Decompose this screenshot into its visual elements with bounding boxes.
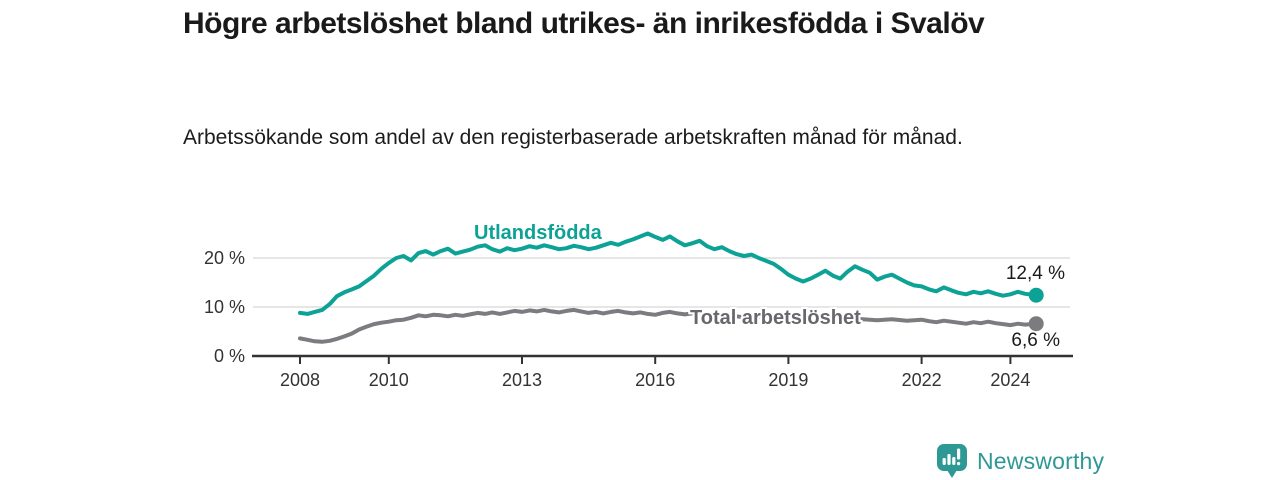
y-axis-tick-label: 0 %	[213, 346, 245, 366]
x-axis-tick-label: 2013	[501, 370, 543, 390]
chart-title: Högre arbetslöshet bland utrikes- än inr…	[183, 7, 985, 40]
end-value-label-total-arbetsloshet: 6,6 %	[1011, 330, 1060, 351]
x-axis-tick-label: 2019	[768, 370, 809, 390]
y-axis-tick-label: 10 %	[203, 297, 245, 317]
series-label-total-arbetsloshet: Total arbetslöshet	[690, 307, 861, 329]
y-axis-labels: 0 % 10 % 20 %	[185, 0, 245, 480]
x-axis-tick-label: 2024	[990, 370, 1031, 390]
newsworthy-logo-text: Newsworthy	[977, 447, 1105, 474]
newsworthy-logo: Newsworthy	[936, 443, 1104, 479]
x-axis-tick-label: 2008	[279, 370, 321, 390]
newsworthy-bar-chart-bubble-icon	[937, 444, 967, 478]
series-label-utlandsfodda: Utlandsfödda	[474, 222, 602, 244]
x-axis-tick-label: 2016	[635, 370, 676, 390]
end-value-label-utlandsfodda: 12,4 %	[1005, 263, 1065, 284]
chart-subtitle: Arbetssökande som andel av den registerb…	[183, 126, 963, 149]
x-axis-tick-label: 2010	[368, 370, 409, 390]
x-axis-tick-label: 2022	[901, 370, 942, 390]
y-axis-tick-label: 20 %	[203, 248, 245, 268]
